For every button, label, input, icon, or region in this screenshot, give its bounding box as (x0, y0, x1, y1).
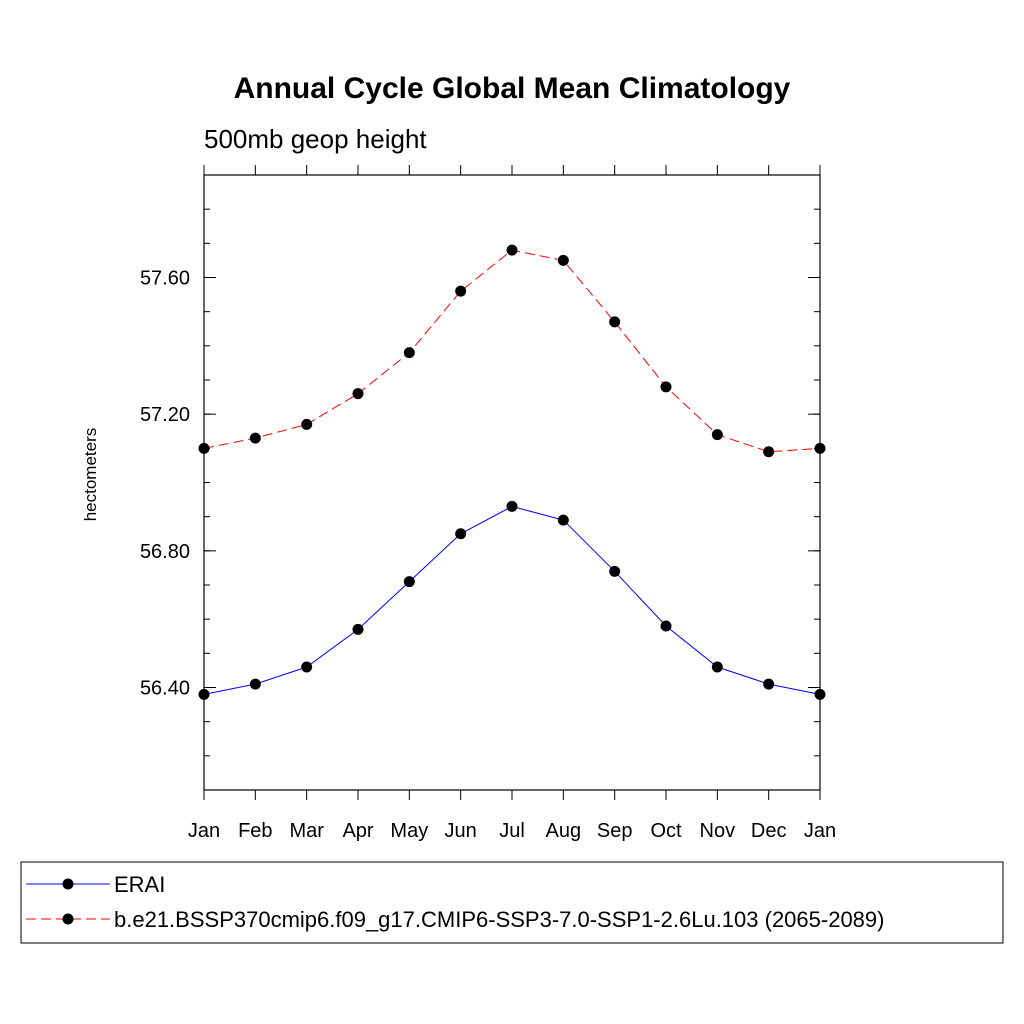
series-1-point (249, 678, 261, 690)
legend-box (20, 861, 1004, 944)
series-layer (198, 244, 826, 700)
plot-frame (203, 174, 821, 791)
chart-subtitle: 500mb geop height (204, 124, 427, 154)
series-1-point (660, 620, 672, 632)
x-tick-label: Mar (289, 820, 324, 842)
series-2-point (352, 388, 364, 400)
series-1-point (352, 623, 364, 635)
series-2-point (403, 347, 415, 359)
y-axis-label: hectometers (81, 428, 100, 522)
x-tick-label: Jan (188, 820, 220, 842)
series-2-point (301, 418, 313, 430)
y-tick-label: 56.80 (140, 541, 190, 563)
series-2-point (249, 432, 261, 444)
series-2-point (506, 244, 518, 256)
x-tick-label: May (390, 820, 428, 842)
x-tick-label: Jun (445, 820, 477, 842)
series-1-point (506, 500, 518, 512)
x-tick-label: Aug (546, 820, 582, 842)
legend-label-1: ERAI (114, 872, 165, 897)
series-2-point (660, 381, 672, 393)
x-tick-label: Oct (650, 820, 682, 842)
legend-marker-1 (62, 878, 74, 890)
series-2-point (609, 316, 621, 328)
series-1-point (403, 576, 415, 588)
x-tick-label: Dec (751, 820, 787, 842)
series-1-point (455, 528, 467, 540)
series-2-point (557, 254, 569, 266)
x-tick-label: Sep (597, 820, 633, 842)
legend: ERAI b.e21.BSSP370cmip6.f09_g17.CMIP6-SSP… (20, 861, 1004, 944)
series-2-point (711, 429, 723, 441)
series-line-1 (203, 505, 821, 695)
series-2-point (198, 442, 210, 454)
axes: Jan Feb Mar Apr May Jun Jul Aug Sep Oct Nov Dec Jan 5… (81, 165, 836, 842)
series-1-point (557, 514, 569, 526)
series-2-point (814, 442, 826, 454)
x-tick-label: Jan (804, 820, 836, 842)
series-2-point (763, 446, 775, 458)
chart-title: Annual Cycle Global Mean Climatology (233, 72, 791, 105)
series-1-point (301, 661, 313, 673)
x-tick-label: Feb (238, 820, 272, 842)
series-1-point (711, 661, 723, 673)
series-2-point (455, 285, 467, 297)
y-tick-label: 57.60 (140, 268, 190, 290)
legend-label-2: b.e21.BSSP370cmip6.f09_g17.CMIP6-SSP3-7.… (114, 907, 884, 932)
y-tick-label: 57.20 (140, 404, 190, 426)
x-tick-label: Nov (700, 820, 736, 842)
series-1-point (198, 688, 210, 700)
series-1-point (763, 678, 775, 690)
legend-marker-2 (62, 913, 74, 925)
series-1-point (609, 565, 621, 577)
x-tick-label: Apr (342, 820, 373, 842)
series-line-2 (203, 249, 821, 453)
y-tick-label: 56.40 (140, 678, 190, 700)
series-1-point (814, 688, 826, 700)
x-tick-label: Jul (499, 820, 525, 842)
